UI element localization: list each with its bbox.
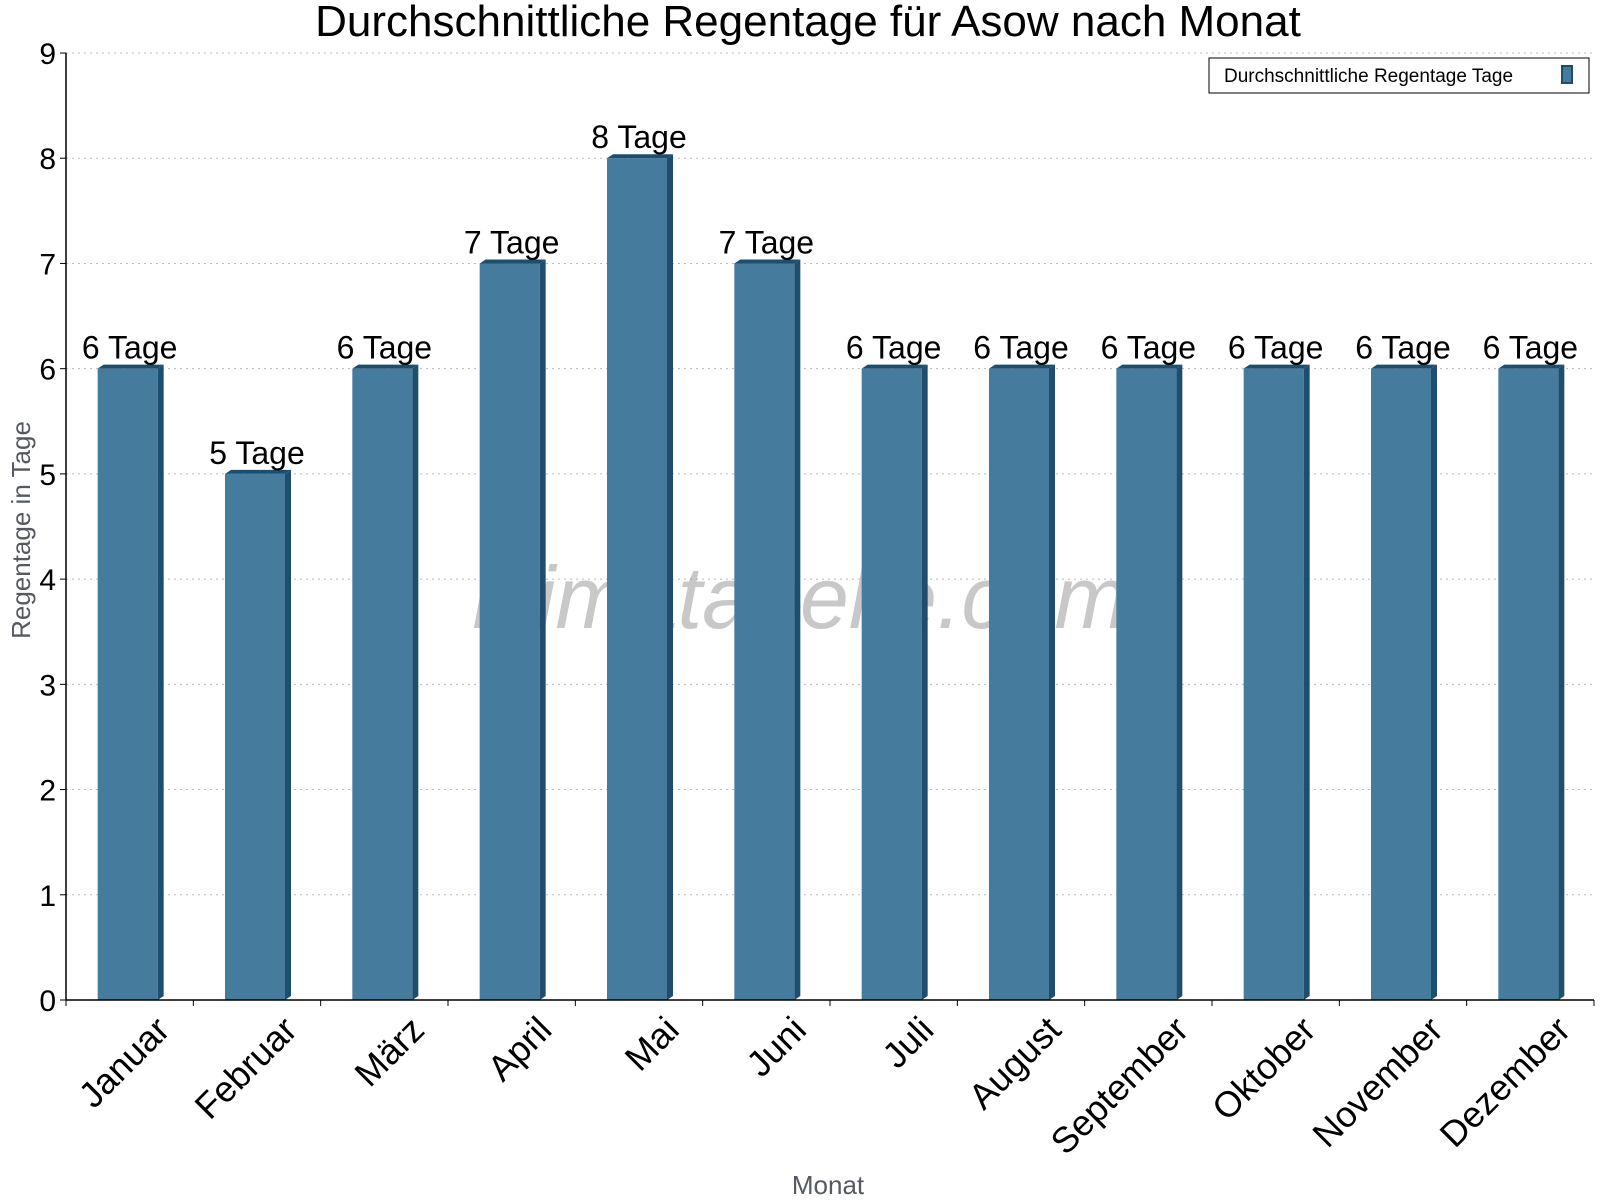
- bar-side: [539, 259, 546, 1000]
- data-label: 6 Tage: [973, 330, 1069, 366]
- bar-side: [285, 469, 291, 1000]
- axes: [65, 53, 1594, 1001]
- y-tick-label: 4: [39, 564, 56, 597]
- bar-top: [989, 364, 1055, 369]
- x-tick-label: Februar: [187, 1009, 305, 1127]
- x-tick-label: August: [960, 1009, 1068, 1117]
- bar: [225, 473, 285, 1000]
- bar-side: [667, 154, 673, 1000]
- bar: [989, 368, 1049, 1001]
- bar: [607, 158, 667, 1000]
- data-label: 6 Tage: [1101, 330, 1197, 366]
- data-label: 6 Tage: [1228, 330, 1324, 366]
- bars-group: [97, 154, 1565, 1001]
- bar-top: [1371, 364, 1437, 369]
- x-tick-label: März: [346, 1009, 432, 1095]
- bar-top: [1116, 364, 1183, 369]
- bar-side: [157, 364, 164, 1001]
- x-tick-label: November: [1304, 1009, 1450, 1155]
- x-tick-label: September: [1042, 1009, 1196, 1163]
- bar: [1498, 368, 1559, 1001]
- y-tick-label: 8: [39, 143, 56, 176]
- data-label: 6 Tage: [1355, 330, 1451, 366]
- bar-side: [1303, 364, 1310, 1001]
- legend-box: [1208, 57, 1590, 94]
- legend-swatch: [1561, 65, 1573, 84]
- bar: [734, 263, 795, 1000]
- data-label: 6 Tage: [846, 330, 942, 366]
- bar: [861, 368, 922, 1001]
- bar-side: [1558, 364, 1565, 1001]
- y-tick-label: 5: [39, 459, 56, 492]
- y-axis-ticks: 0 1 2 3 4 5 6 7 8 9: [39, 38, 66, 1018]
- grid-lines: [66, 52, 1594, 896]
- y-axis-label: Regentage in Tage: [6, 421, 36, 639]
- bar-side: [794, 259, 801, 1000]
- y-tick-label: 6: [39, 354, 56, 387]
- bar-side: [921, 364, 928, 1001]
- y-tick-label: 1: [39, 880, 56, 913]
- x-tick-label: April: [479, 1009, 559, 1089]
- bar-side: [412, 364, 419, 1001]
- bar-top: [1498, 364, 1565, 369]
- data-label: 6 Tage: [337, 330, 433, 366]
- data-label: 7 Tage: [719, 224, 815, 260]
- bar: [1116, 368, 1177, 1001]
- bar-top: [225, 469, 291, 474]
- bar-side: [1431, 364, 1437, 1001]
- chart-title: Durchschnittliche Regentage für Asow nac…: [315, 0, 1301, 46]
- y-tick-label: 7: [39, 248, 56, 281]
- y-tick-label: 3: [39, 669, 56, 702]
- bar-top: [607, 154, 673, 159]
- legend-label: Durchschnittliche Regentage Tage: [1224, 66, 1513, 87]
- bar-top: [352, 364, 419, 369]
- bar-side: [1176, 364, 1183, 1001]
- x-axis-ticks: Januar Februar März April Mai Juni Juli AugustS…: [65, 1000, 1595, 1163]
- bar-top: [479, 259, 546, 264]
- bar: [1243, 368, 1304, 1001]
- x-tick-label: Juli: [874, 1009, 941, 1076]
- bar: [352, 368, 413, 1001]
- data-label: 6 Tage: [1483, 330, 1579, 366]
- data-label: 7 Tage: [464, 224, 560, 260]
- x-tick-label: Mai: [617, 1009, 687, 1079]
- bar-top: [861, 364, 928, 369]
- bar-top: [97, 364, 164, 369]
- x-tick-label: Juni: [738, 1009, 814, 1085]
- bar-side: [1049, 364, 1055, 1001]
- x-axis-label: Monat: [792, 1170, 865, 1200]
- data-label: 8 Tage: [591, 119, 687, 155]
- x-tick-label: Dezember: [1432, 1009, 1578, 1155]
- bar-top: [734, 259, 801, 264]
- bar: [1371, 368, 1431, 1001]
- bar: [479, 263, 540, 1000]
- data-labels: 6 Tage 5 Tage 6 Tage 7 Tage 8 Tage 7 Tage 6 Ta…: [82, 119, 1578, 471]
- data-label: 6 Tage: [82, 330, 178, 366]
- data-label: 5 Tage: [209, 435, 305, 471]
- bar: [97, 368, 158, 1001]
- y-tick-label: 9: [39, 38, 56, 71]
- x-tick-label: Oktober: [1204, 1009, 1324, 1129]
- y-tick-label: 2: [39, 775, 56, 808]
- x-tick-label: Januar: [70, 1009, 177, 1116]
- legend: Durchschnittliche Regentage Tage: [1208, 57, 1590, 94]
- y-tick-label: 0: [39, 985, 56, 1018]
- bar-top: [1243, 364, 1310, 369]
